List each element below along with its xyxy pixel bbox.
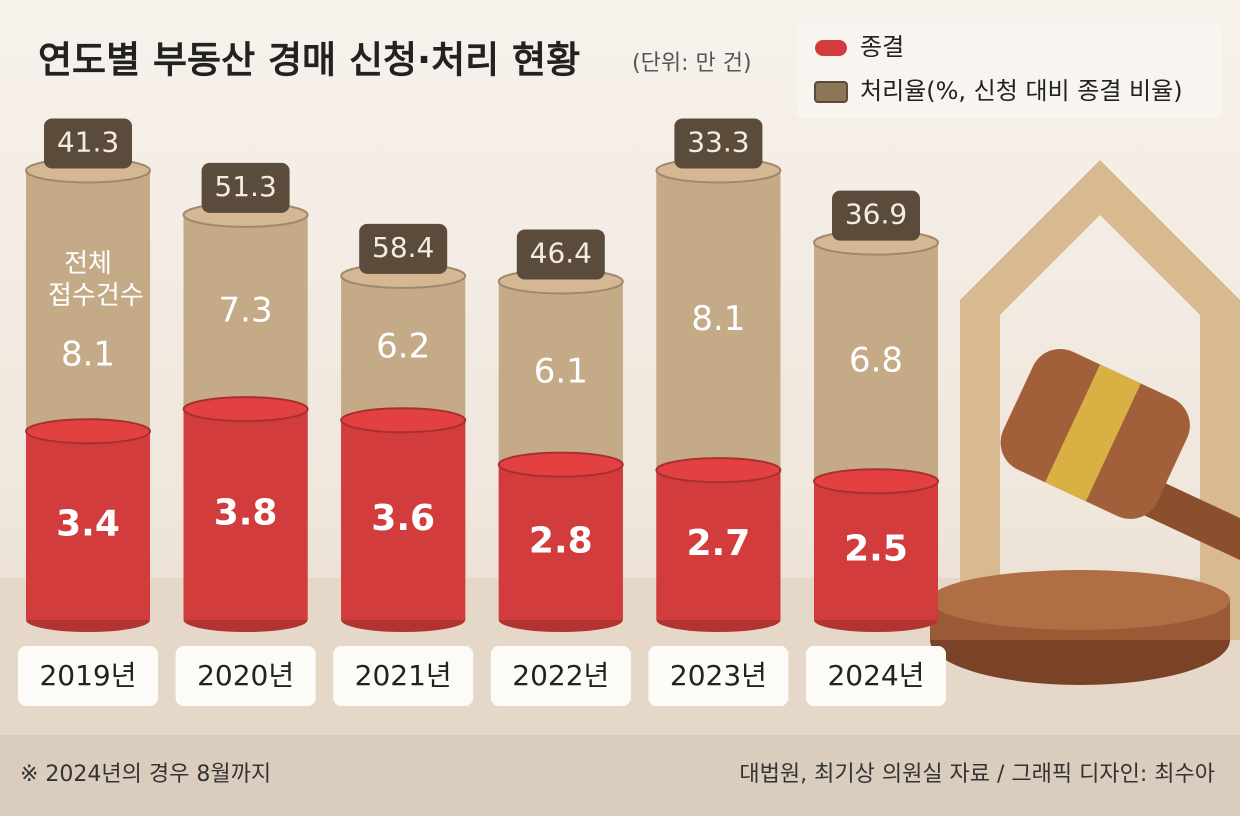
done-bar-shade bbox=[498, 464, 623, 620]
total-label: 7.3 bbox=[219, 290, 273, 330]
x-tick-label: 2021년 bbox=[355, 659, 452, 692]
footer-band bbox=[0, 735, 1240, 816]
category-box bbox=[648, 646, 789, 706]
done-label: 3.6 bbox=[371, 498, 435, 539]
rate-label: 51.3 bbox=[214, 170, 276, 203]
rate-tag bbox=[44, 118, 132, 169]
done-bar-shade bbox=[341, 420, 466, 620]
done-label: 3.8 bbox=[214, 493, 278, 534]
rate-label: 33.3 bbox=[687, 125, 749, 158]
category-box bbox=[18, 646, 158, 706]
total-series-label: 전체 접수건수 bbox=[48, 249, 144, 311]
chart-title: 연도별 부동산 경매 신청·처리 현황 bbox=[38, 39, 580, 82]
done-label: 3.4 bbox=[56, 504, 120, 545]
total-label: 6.2 bbox=[376, 327, 430, 367]
total-label: 6.1 bbox=[534, 352, 588, 392]
done-bar-shade bbox=[814, 481, 938, 620]
legend-label: 처리율(%, 신청 대비 종결 비율) bbox=[860, 77, 1183, 105]
category-box bbox=[490, 646, 631, 706]
category-box bbox=[333, 646, 474, 706]
rate-label: 36.9 bbox=[845, 198, 907, 231]
gavel-base-face bbox=[930, 570, 1230, 630]
done-bar-top bbox=[497, 451, 624, 478]
rate-label: 41.3 bbox=[57, 125, 119, 158]
done-bar-top bbox=[813, 468, 939, 495]
legend-label: 종결 bbox=[860, 33, 904, 61]
legend-box bbox=[797, 22, 1222, 118]
rate-tag bbox=[674, 118, 763, 169]
footnote: ※ 2024년의 경우 8월까지 bbox=[20, 762, 271, 787]
total-label: 8.1 bbox=[691, 299, 745, 339]
done-label: 2.7 bbox=[687, 523, 751, 564]
done-label: 2.5 bbox=[844, 529, 908, 570]
x-tick-label: 2020년 bbox=[197, 659, 294, 692]
total-label: 8.1 bbox=[61, 334, 115, 374]
done-bar-top bbox=[182, 396, 309, 423]
x-tick-label: 2024년 bbox=[827, 659, 924, 692]
legend-swatch bbox=[815, 40, 847, 56]
gavel bbox=[1000, 349, 1240, 563]
total-label: 6.8 bbox=[849, 340, 903, 380]
gavel-band bbox=[1045, 364, 1141, 502]
house-frame bbox=[960, 160, 1240, 640]
legend-swatch bbox=[814, 81, 848, 103]
x-tick-label: 2022년 bbox=[512, 659, 609, 692]
rate-tag bbox=[832, 190, 920, 241]
done-bar-shade bbox=[26, 431, 150, 620]
x-tick-label: 2023년 bbox=[670, 659, 767, 692]
category-box bbox=[175, 646, 316, 706]
done-bar-top bbox=[25, 418, 151, 445]
rate-tag bbox=[201, 162, 290, 213]
done-bar-shade bbox=[656, 470, 781, 620]
chart-subtitle: (단위: 만 건) bbox=[632, 51, 752, 76]
rate-label: 58.4 bbox=[372, 231, 434, 264]
done-bar-top bbox=[340, 407, 467, 434]
source: 대법원, 최기상 의원실 자료 / 그래픽 디자인: 최수아 bbox=[739, 762, 1215, 787]
category-box bbox=[806, 646, 946, 706]
rate-tag bbox=[516, 229, 605, 280]
x-tick-label: 2019년 bbox=[39, 659, 136, 692]
done-bar-top bbox=[655, 457, 782, 484]
rate-tag bbox=[359, 223, 448, 274]
rate-label: 46.4 bbox=[530, 236, 592, 269]
done-bar-shade bbox=[183, 409, 308, 620]
done-label: 2.8 bbox=[529, 520, 593, 561]
